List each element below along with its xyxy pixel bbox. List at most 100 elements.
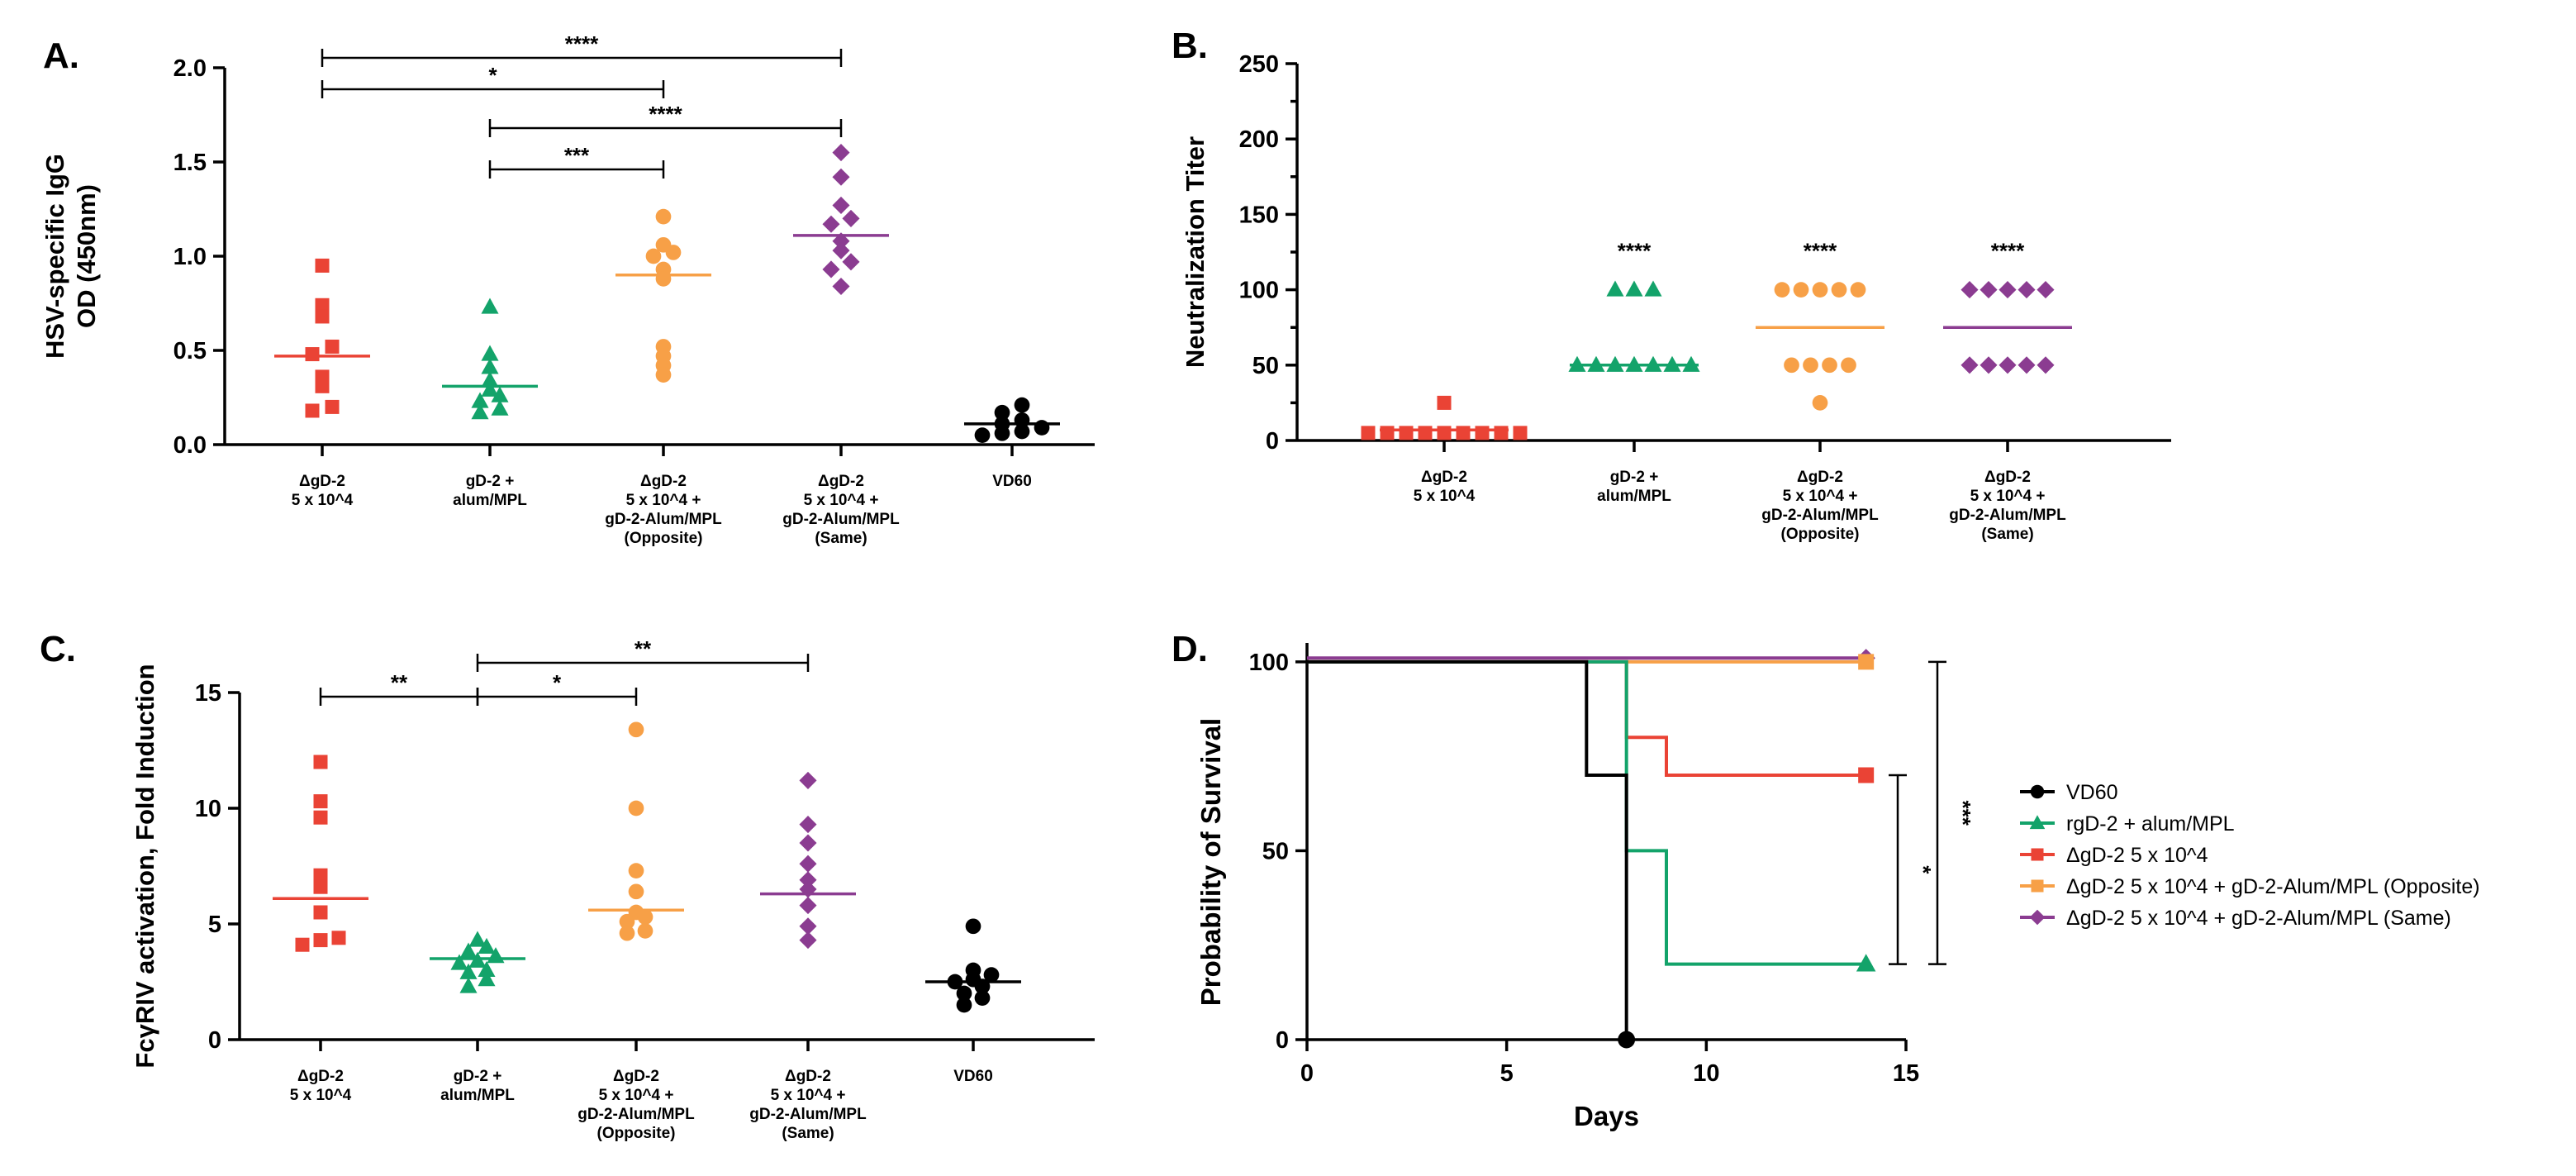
panel-b-data-point	[1812, 282, 1828, 298]
panel-b-data-point	[1437, 395, 1452, 410]
panel-a-data-point	[665, 245, 682, 260]
panel-b-data-point	[2018, 281, 2036, 299]
panel-c-y-axis-label: FcγRIV activation, Fold Induction	[131, 664, 159, 1068]
panel-a-data-point	[832, 168, 850, 186]
panel-b-data-point	[1850, 282, 1866, 298]
panel-c-data-point	[313, 933, 328, 948]
panel-a-data-point	[481, 345, 499, 361]
panel-a-data-point	[655, 271, 672, 287]
panel-b-data-point	[1625, 280, 1643, 297]
panel-c-category-label: VD60	[953, 1068, 993, 1085]
panel-c-data-point	[313, 794, 328, 809]
panel-a-data-point	[832, 277, 850, 296]
panel-c-significance-bracket	[476, 654, 810, 672]
panel-a-category-label: alum/MPL	[453, 492, 527, 509]
panel-d-x-axis-label: Days	[1574, 1101, 1639, 1131]
panel-c-data-point	[450, 954, 468, 970]
panel-d-xtick-label: 0	[1300, 1060, 1314, 1087]
panel-a-data-point	[645, 248, 662, 264]
panel-b-data-point	[1774, 282, 1790, 298]
panel-c-category-label: ΔgD-2	[785, 1068, 831, 1085]
panel-d-legend-marker	[2031, 879, 2044, 893]
panel-a-data-point	[832, 144, 850, 162]
panel-c-label: C.	[40, 629, 76, 669]
panel-a-category-label: (Same)	[815, 530, 867, 547]
panel-a-data-point	[471, 403, 489, 420]
panel-d-ytick-label: 50	[1262, 838, 1289, 864]
panel-d-significance-bracket	[1889, 774, 1907, 965]
panel-b-data-point	[1361, 426, 1376, 440]
panel-b-label: B.	[1172, 26, 1208, 66]
panel-a-data-point	[842, 253, 860, 271]
panel-c-ytick-label: 15	[195, 680, 221, 707]
panel-c-category-label: 5 x 10^4 +	[599, 1087, 674, 1104]
panel-c-data-point	[459, 942, 478, 959]
panel-d-legend-label: rgD-2 + alum/MPL	[2066, 812, 2235, 836]
panel-d-end-marker	[1858, 654, 1875, 670]
panel-a-category-label: gD-2-Alum/MPL	[605, 511, 722, 528]
panel-c-significance-bracket	[476, 688, 638, 706]
panel-a-data-point	[471, 392, 489, 408]
panel-c-ytick-label: 5	[208, 912, 221, 938]
panel-b-category-label: 5 x 10^4 +	[1783, 488, 1858, 505]
panel-a-category-label: 5 x 10^4 +	[626, 492, 701, 509]
panel-c-data-point	[478, 960, 496, 978]
panel-c-data-point	[799, 871, 817, 889]
panel-c-data-point	[799, 897, 817, 915]
panel-b-data-point	[1418, 426, 1433, 440]
panel-d-label: D.	[1172, 629, 1208, 669]
panel-a-significance-label: *	[488, 63, 497, 88]
panel-d-significance-bracket	[1928, 660, 1946, 965]
panel-b-data-point	[1999, 281, 2017, 299]
panel-c-significance-label: **	[634, 636, 652, 661]
panel-a-ytick-label: 1.5	[173, 150, 207, 176]
panel-a: A. 0.0 0.5 1.0 1.5 2.0 HSV-specific IgGOD (45…	[40, 31, 1095, 547]
panel-c-data-point	[313, 755, 328, 769]
panel-c-data-point	[628, 800, 644, 817]
panel-c-category-label: (Same)	[782, 1125, 834, 1142]
panel-a-data-point	[491, 386, 509, 402]
panel-d-legend-label: ΔgD-2 5 x 10^4 + gD-2-Alum/MPL (Same)	[2066, 907, 2451, 930]
panel-a-data-point	[655, 208, 672, 225]
panel-d-y-axis-label: Probability of Survival	[1195, 718, 1226, 1006]
panel-d-survival-line	[1307, 659, 1628, 1040]
panel-d-end-marker	[1856, 954, 1876, 972]
panel-a-data-point	[315, 258, 330, 273]
panel-a-significance-label: ****	[649, 102, 682, 126]
panel-c-category-label: (Opposite)	[597, 1125, 676, 1142]
panel-c-y-axis-label-line: FcγRIV activation, Fold Induction	[131, 664, 159, 1068]
panel-b-data-point	[1999, 356, 2017, 374]
panel-b-category-label: ΔgD-2	[1421, 469, 1467, 486]
panel-c-data-point	[799, 855, 817, 873]
panel-b-data-point	[1831, 282, 1847, 298]
panel-b-data-point	[1513, 426, 1528, 440]
panel-c-significance-label: **	[391, 670, 408, 695]
panel-c-data-point	[799, 771, 817, 789]
panel-a-category-label: ΔgD-2	[818, 473, 864, 490]
panel-a-significance-bracket	[321, 80, 665, 98]
panel-c-data-point	[799, 834, 817, 852]
panel-b-data-point	[1980, 356, 1998, 374]
panel-a-data-point	[325, 339, 340, 354]
panel-c-data-point	[295, 937, 310, 952]
panel-b-y-axis-label: Neutralization Titer	[1181, 136, 1210, 368]
panel-a-category-label: gD-2-Alum/MPL	[782, 511, 900, 528]
panel-a-category-label: ΔgD-2	[299, 473, 345, 490]
panel-c-ytick-label: 0	[208, 1027, 221, 1054]
panel-b-ytick-label: 200	[1239, 126, 1279, 153]
panel-b-category-label: gD-2-Alum/MPL	[1761, 507, 1879, 524]
panel-d-legend-marker	[2031, 848, 2044, 861]
panel-c-category-label: ΔgD-2	[613, 1068, 659, 1085]
panel-b-category-label: 5 x 10^4 +	[1970, 488, 2046, 505]
panel-a-data-point	[994, 404, 1010, 421]
panel-c-data-point	[799, 931, 817, 950]
panel-c-category-label: 5 x 10^4 +	[771, 1087, 846, 1104]
panel-b-data-point	[1961, 281, 1979, 299]
panel-b-significance-label: ****	[1618, 239, 1652, 264]
panel-d-legend-label: ΔgD-2 5 x 10^4 + gD-2-Alum/MPL (Opposite…	[2066, 875, 2480, 898]
panel-b-data-point	[2037, 281, 2055, 299]
panel-c-data-point	[628, 883, 644, 900]
panel-b-data-point	[1784, 357, 1799, 374]
panel-b-data-point	[1644, 280, 1662, 297]
panel-a-ytick-label: 2.0	[173, 55, 207, 82]
